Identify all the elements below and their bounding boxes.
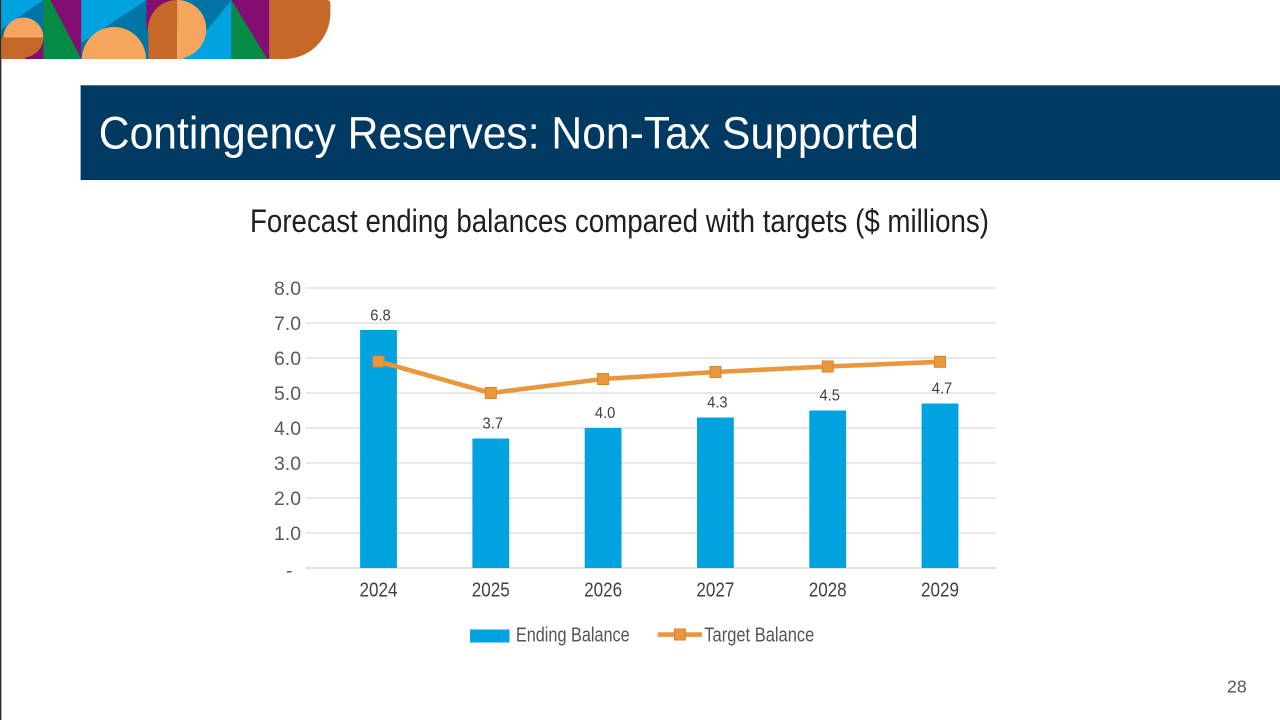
svg-text:28: 28 (1227, 677, 1247, 697)
svg-text:-: - (286, 560, 293, 582)
svg-text:Target Balance: Target Balance (704, 625, 814, 647)
svg-text:4.0: 4.0 (595, 405, 616, 422)
svg-text:Forecast ending balances compa: Forecast ending balances compared with t… (250, 203, 989, 239)
svg-text:2029: 2029 (921, 580, 959, 602)
svg-text:4.5: 4.5 (819, 388, 840, 405)
svg-text:2027: 2027 (696, 580, 734, 602)
svg-text:2028: 2028 (809, 580, 847, 602)
svg-text:3.0: 3.0 (274, 453, 301, 475)
svg-text:6.0: 6.0 (274, 348, 301, 370)
svg-text:6.8: 6.8 (370, 308, 391, 325)
svg-text:2026: 2026 (584, 580, 622, 602)
svg-text:4.0: 4.0 (274, 418, 301, 440)
svg-text:3.7: 3.7 (483, 416, 504, 433)
svg-text:2024: 2024 (360, 580, 398, 602)
svg-text:2.0: 2.0 (274, 488, 301, 510)
svg-text:4.3: 4.3 (707, 395, 728, 412)
svg-text:Ending Balance: Ending Balance (516, 625, 630, 647)
svg-text:5.0: 5.0 (274, 383, 301, 405)
svg-text:Contingency Reserves: Non-Tax: Contingency Reserves: Non-Tax Supported (99, 107, 919, 158)
svg-text:1.0: 1.0 (274, 523, 301, 545)
svg-text:7.0: 7.0 (274, 313, 301, 335)
svg-text:4.7: 4.7 (932, 381, 953, 398)
svg-text:8.0: 8.0 (274, 278, 301, 300)
svg-text:2025: 2025 (472, 580, 510, 602)
